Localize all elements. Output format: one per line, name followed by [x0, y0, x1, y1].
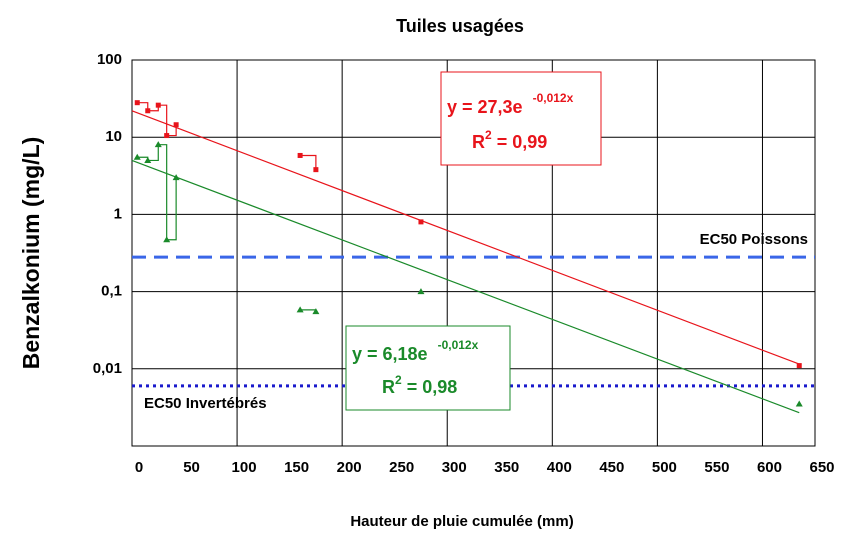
reference-label: EC50 Invertébrés: [144, 395, 267, 412]
marker: [297, 152, 303, 158]
x-tick-label: 100: [232, 459, 257, 476]
y-axis-label: Benzalkonium (mg/L): [18, 137, 44, 370]
marker: [145, 108, 151, 114]
reference-label: EC50 Poissons: [700, 231, 808, 248]
marker: [155, 102, 161, 108]
x-tick-label: 450: [599, 459, 624, 476]
marker: [313, 167, 319, 173]
marker: [133, 153, 141, 160]
x-tick-label: 200: [337, 459, 362, 476]
y-tick-label: 10: [105, 128, 122, 145]
y-tick-label: 100: [97, 51, 122, 68]
marker: [296, 306, 304, 313]
marker: [418, 219, 424, 225]
x-tick-label: 350: [494, 459, 519, 476]
y-tick-label: 0,1: [101, 283, 122, 300]
x-tick-label: 400: [547, 459, 572, 476]
x-tick-label: 300: [442, 459, 467, 476]
equation: y = 6,18e -0,012x: [352, 338, 479, 364]
equation: y = 27,3e -0,012x: [447, 91, 574, 117]
marker: [173, 122, 179, 128]
marker: [144, 156, 152, 163]
trendline: [131, 110, 800, 365]
chart-title: Tuiles usagées: [396, 16, 524, 36]
marker: [796, 363, 802, 369]
x-tick-label: 250: [389, 459, 414, 476]
x-tick-label: 150: [284, 459, 309, 476]
marker: [163, 236, 171, 243]
x-axis-label: Hauteur de pluie cumulée (mm): [350, 513, 573, 530]
marker: [154, 141, 162, 148]
marker: [164, 133, 170, 139]
x-tick-label: 0: [135, 459, 143, 476]
x-tick-label: 600: [757, 459, 782, 476]
marker: [312, 308, 320, 315]
x-tick-label: 550: [704, 459, 729, 476]
marker: [417, 288, 425, 295]
y-tick-label: 0,01: [93, 360, 122, 377]
r-squared: R2 = 0,98: [382, 373, 457, 397]
trendline: [131, 159, 800, 414]
x-tick-label: 50: [183, 459, 200, 476]
annotation-box: [345, 325, 511, 411]
x-tick-label: 650: [809, 459, 834, 476]
annotation-box: [440, 71, 602, 166]
marker: [172, 174, 180, 181]
r-squared: R2 = 0,99: [472, 128, 547, 152]
x-tick-label: 500: [652, 459, 677, 476]
marker: [795, 400, 803, 407]
marker: [134, 100, 140, 106]
y-tick-label: 1: [114, 205, 122, 222]
